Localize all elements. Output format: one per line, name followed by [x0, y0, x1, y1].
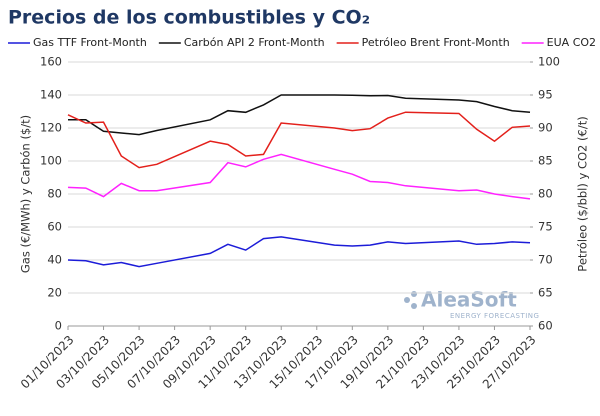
- series-line: [67, 153, 531, 200]
- series-line: [67, 236, 531, 268]
- legend-label: Carbón API 2 Front-Month: [184, 36, 325, 49]
- legend-label: Gas TTF Front-Month: [33, 36, 147, 49]
- y-tick-label: 0: [55, 319, 62, 333]
- y-tick-label: 40: [47, 253, 62, 267]
- y-axis-label: Gas (€/MWh) y Carbón ($/t): [19, 115, 33, 273]
- y-tick-label: 20: [47, 286, 62, 300]
- y2-tick-label: 75: [538, 220, 553, 234]
- logo-dot: [411, 303, 417, 309]
- y2-tick-label: 85: [538, 154, 553, 168]
- y2-tick-label: 65: [538, 286, 553, 300]
- y-tick-label: 100: [40, 154, 62, 168]
- y-tick-label: 120: [40, 121, 62, 135]
- y2-axis-label: Petróleo ($/bbl) y CO2 (€/t): [576, 116, 590, 271]
- watermark: AleaSoft ENERGY FORECASTING: [404, 288, 539, 320]
- logo-dot: [404, 297, 410, 303]
- series-line: [68, 94, 531, 136]
- y2-tick-label: 90: [538, 121, 553, 135]
- logo-dot: [411, 291, 417, 297]
- series-line: [67, 111, 531, 169]
- y2-tick-label: 80: [538, 187, 553, 201]
- watermark-brand: AleaSoft: [421, 288, 517, 312]
- y-tick-label: 60: [47, 220, 62, 234]
- y-tick-label: 140: [40, 88, 62, 102]
- y2-tick-label: 60: [538, 319, 553, 333]
- y2-tick-label: 100: [538, 55, 560, 69]
- watermark-tagline: ENERGY FORECASTING: [450, 312, 539, 320]
- legend-label: EUA CO2 Dic-23: [547, 36, 600, 49]
- y2-tick-label: 70: [538, 253, 553, 267]
- y2-tick-label: 95: [538, 88, 553, 102]
- legend-label: Petróleo Brent Front-Month: [362, 36, 510, 49]
- y-tick-label: 80: [47, 187, 62, 201]
- y-tick-label: 160: [40, 55, 62, 69]
- chart-title: Precios de los combustibles y CO₂: [8, 7, 370, 29]
